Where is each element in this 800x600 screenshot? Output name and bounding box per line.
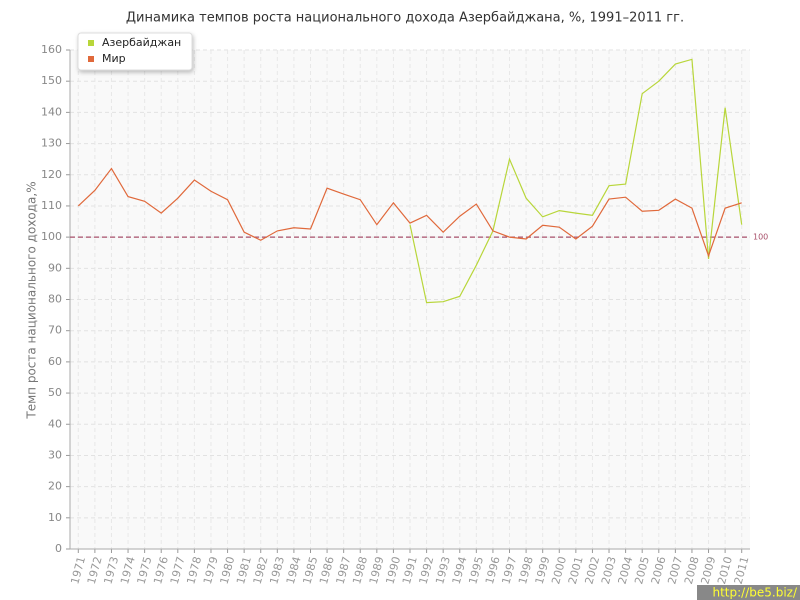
y-tick-label: 20 (48, 480, 62, 493)
y-tick-label: 110 (41, 199, 62, 212)
legend-swatch (88, 40, 94, 46)
y-tick-label: 100 (41, 230, 62, 243)
y-axis-label: Темп роста национального дохода,% (25, 181, 39, 419)
y-tick-label: 10 (48, 511, 62, 524)
series-line (409, 58, 743, 304)
legend-swatch (88, 56, 94, 62)
reference-label: 100 (753, 233, 768, 242)
watermark: http://be5.biz/ (712, 586, 797, 600)
y-tick-label: 140 (41, 105, 62, 118)
y-tick-label: 50 (48, 386, 62, 399)
y-tick-label: 30 (48, 448, 62, 461)
y-tick-label: 130 (41, 137, 62, 150)
y-tick-label: 90 (48, 261, 62, 274)
chart-title: Динамика темпов роста национального дохо… (126, 11, 684, 26)
legend-label: Мир (102, 52, 126, 65)
watermark-bg (697, 585, 800, 600)
y-tick-label: 80 (48, 293, 62, 306)
y-tick-label: 70 (48, 324, 62, 337)
y-tick-label: 40 (48, 417, 62, 430)
y-tick-label: 120 (41, 168, 62, 181)
x-tick-label: 2011 (732, 555, 752, 585)
y-tick-label: 150 (41, 74, 62, 87)
legend-label: Азербайджан (102, 36, 181, 49)
legend-box (77, 32, 193, 71)
y-tick-label: 0 (55, 542, 62, 555)
y-tick-label: 60 (48, 355, 62, 368)
series-line (77, 167, 742, 258)
y-tick-label: 160 (41, 43, 62, 56)
